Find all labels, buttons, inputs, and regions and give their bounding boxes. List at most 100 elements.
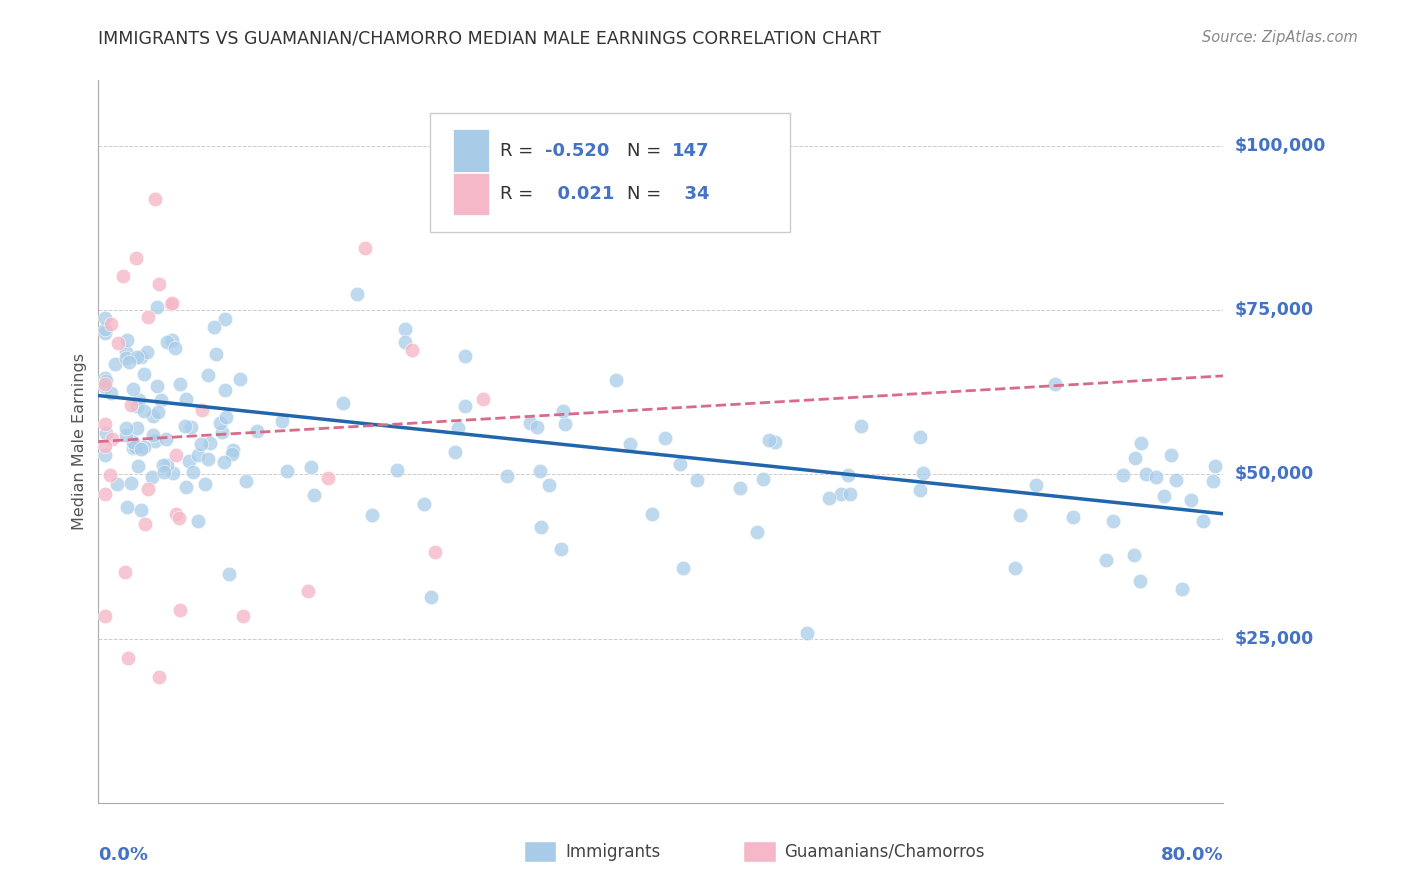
Point — [152, 458, 174, 473]
Point — [145, 379, 167, 393]
Point — [316, 471, 339, 485]
Point — [165, 448, 187, 462]
Point — [443, 444, 465, 458]
Point — [94, 486, 117, 500]
Point — [148, 670, 170, 684]
Point — [129, 350, 152, 364]
Point — [538, 478, 561, 492]
Point — [143, 192, 166, 206]
Text: $25,000: $25,000 — [1234, 630, 1313, 648]
Point — [100, 318, 122, 332]
Point — [654, 431, 676, 445]
Point — [153, 466, 176, 480]
Point — [115, 345, 138, 359]
Point — [1192, 514, 1215, 528]
Point — [94, 417, 117, 432]
Point — [190, 437, 212, 451]
Point — [1008, 508, 1031, 522]
FancyBboxPatch shape — [453, 129, 489, 172]
Point — [232, 609, 254, 624]
Point — [908, 430, 931, 444]
Point — [1135, 467, 1157, 482]
Point — [447, 420, 470, 434]
Text: R =: R = — [501, 185, 538, 203]
Text: $100,000: $100,000 — [1234, 137, 1326, 155]
Point — [550, 542, 572, 557]
Point — [641, 508, 664, 522]
Point — [420, 591, 443, 605]
Point — [142, 409, 165, 423]
Point — [156, 335, 179, 350]
Point — [214, 384, 236, 398]
Point — [127, 458, 149, 473]
Point — [246, 424, 269, 438]
Point — [124, 440, 146, 454]
Point — [177, 454, 200, 468]
Point — [94, 448, 117, 462]
Point — [222, 443, 245, 458]
Point — [173, 418, 195, 433]
Point — [169, 377, 191, 392]
FancyBboxPatch shape — [742, 841, 776, 862]
Point — [155, 433, 177, 447]
Point — [235, 474, 257, 488]
Point — [134, 517, 156, 532]
Point — [107, 335, 129, 350]
Point — [1062, 510, 1084, 524]
Point — [229, 372, 252, 386]
Point — [162, 466, 184, 480]
Point — [752, 472, 775, 486]
Point — [180, 420, 202, 434]
Point — [132, 440, 155, 454]
Point — [115, 351, 138, 366]
Point — [758, 433, 780, 447]
Point — [1144, 470, 1167, 484]
Point — [1129, 574, 1152, 588]
Point — [117, 651, 139, 665]
Point — [271, 414, 294, 428]
Text: N =: N = — [627, 185, 666, 203]
Point — [165, 507, 187, 521]
Point — [1153, 489, 1175, 503]
Point — [526, 419, 548, 434]
Point — [132, 404, 155, 418]
Point — [302, 488, 325, 502]
Point — [472, 392, 495, 407]
Point — [125, 421, 148, 435]
FancyBboxPatch shape — [453, 173, 489, 215]
Point — [160, 333, 183, 347]
Text: IMMIGRANTS VS GUAMANIAN/CHAMORRO MEDIAN MALE EARNINGS CORRELATION CHART: IMMIGRANTS VS GUAMANIAN/CHAMORRO MEDIAN … — [98, 29, 882, 47]
Point — [127, 350, 149, 364]
Point — [301, 460, 323, 475]
Point — [360, 508, 382, 522]
Text: Immigrants: Immigrants — [565, 843, 661, 861]
Point — [115, 427, 138, 442]
Point — [387, 463, 409, 477]
Point — [118, 355, 141, 369]
Point — [519, 417, 541, 431]
Point — [221, 447, 243, 461]
Point — [169, 602, 191, 616]
Point — [142, 428, 165, 442]
Point — [136, 310, 159, 324]
Point — [830, 487, 852, 501]
Point — [401, 343, 423, 358]
Point — [837, 468, 859, 483]
Point — [117, 500, 139, 515]
Point — [763, 434, 786, 449]
Point — [96, 425, 118, 440]
Point — [129, 442, 152, 457]
Point — [197, 368, 219, 382]
Point — [156, 458, 179, 472]
Text: Source: ZipAtlas.com: Source: ZipAtlas.com — [1202, 29, 1358, 45]
Point — [211, 425, 233, 439]
Point — [114, 565, 136, 579]
Point — [1123, 451, 1146, 466]
Y-axis label: Median Male Earnings: Median Male Earnings — [72, 353, 87, 530]
Point — [94, 326, 117, 340]
Point — [214, 410, 236, 425]
Point — [745, 524, 768, 539]
Point — [160, 296, 183, 310]
Point — [530, 520, 553, 534]
Point — [202, 320, 225, 334]
